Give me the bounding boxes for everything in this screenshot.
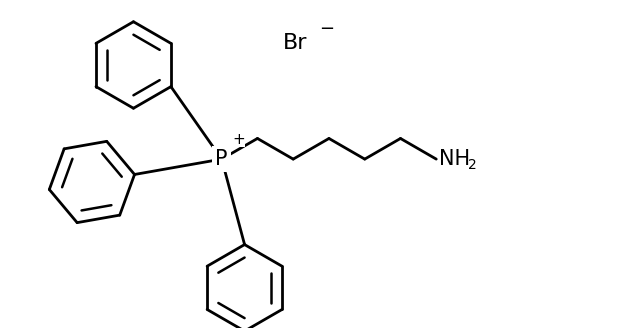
Text: −: − — [319, 20, 334, 38]
Text: P: P — [216, 149, 228, 169]
Text: Br: Br — [283, 33, 307, 53]
Text: +: + — [232, 132, 244, 147]
Text: 2: 2 — [468, 158, 477, 172]
Text: NH: NH — [439, 149, 470, 169]
